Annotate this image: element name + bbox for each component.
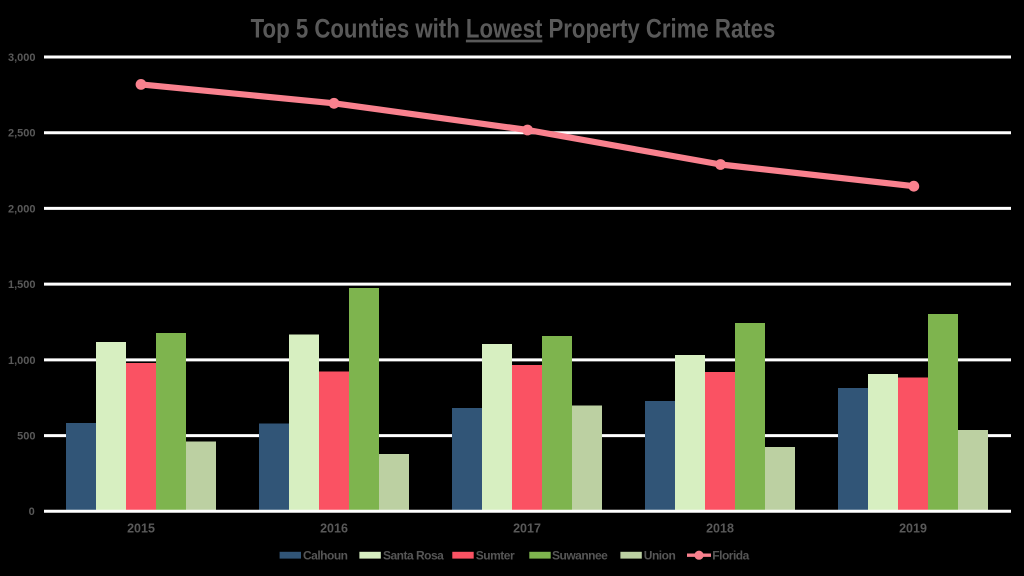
svg-text:2,000: 2,000 [8, 203, 36, 215]
svg-text:Florida: Florida [712, 549, 749, 563]
svg-text:3,000: 3,000 [8, 52, 36, 64]
svg-text:Sumter: Sumter [476, 549, 515, 563]
svg-text:Top 5 Counties with Lowest Pro: Top 5 Counties with Lowest Property Crim… [251, 15, 776, 44]
svg-text:2019: 2019 [899, 522, 927, 536]
svg-text:Santa Rosa: Santa Rosa [383, 549, 444, 563]
svg-text:2017: 2017 [513, 522, 541, 536]
svg-text:2016: 2016 [320, 522, 348, 536]
svg-text:0: 0 [29, 506, 35, 518]
svg-text:Calhoun: Calhoun [303, 549, 348, 563]
svg-text:500: 500 [17, 431, 35, 443]
svg-text:2,500: 2,500 [8, 128, 36, 140]
svg-text:1,000: 1,000 [8, 355, 36, 367]
svg-text:2015: 2015 [127, 522, 155, 536]
svg-text:Union: Union [644, 549, 676, 563]
svg-text:Suwannee: Suwannee [552, 549, 608, 563]
svg-text:1,500: 1,500 [8, 279, 36, 291]
svg-text:2018: 2018 [706, 522, 734, 536]
